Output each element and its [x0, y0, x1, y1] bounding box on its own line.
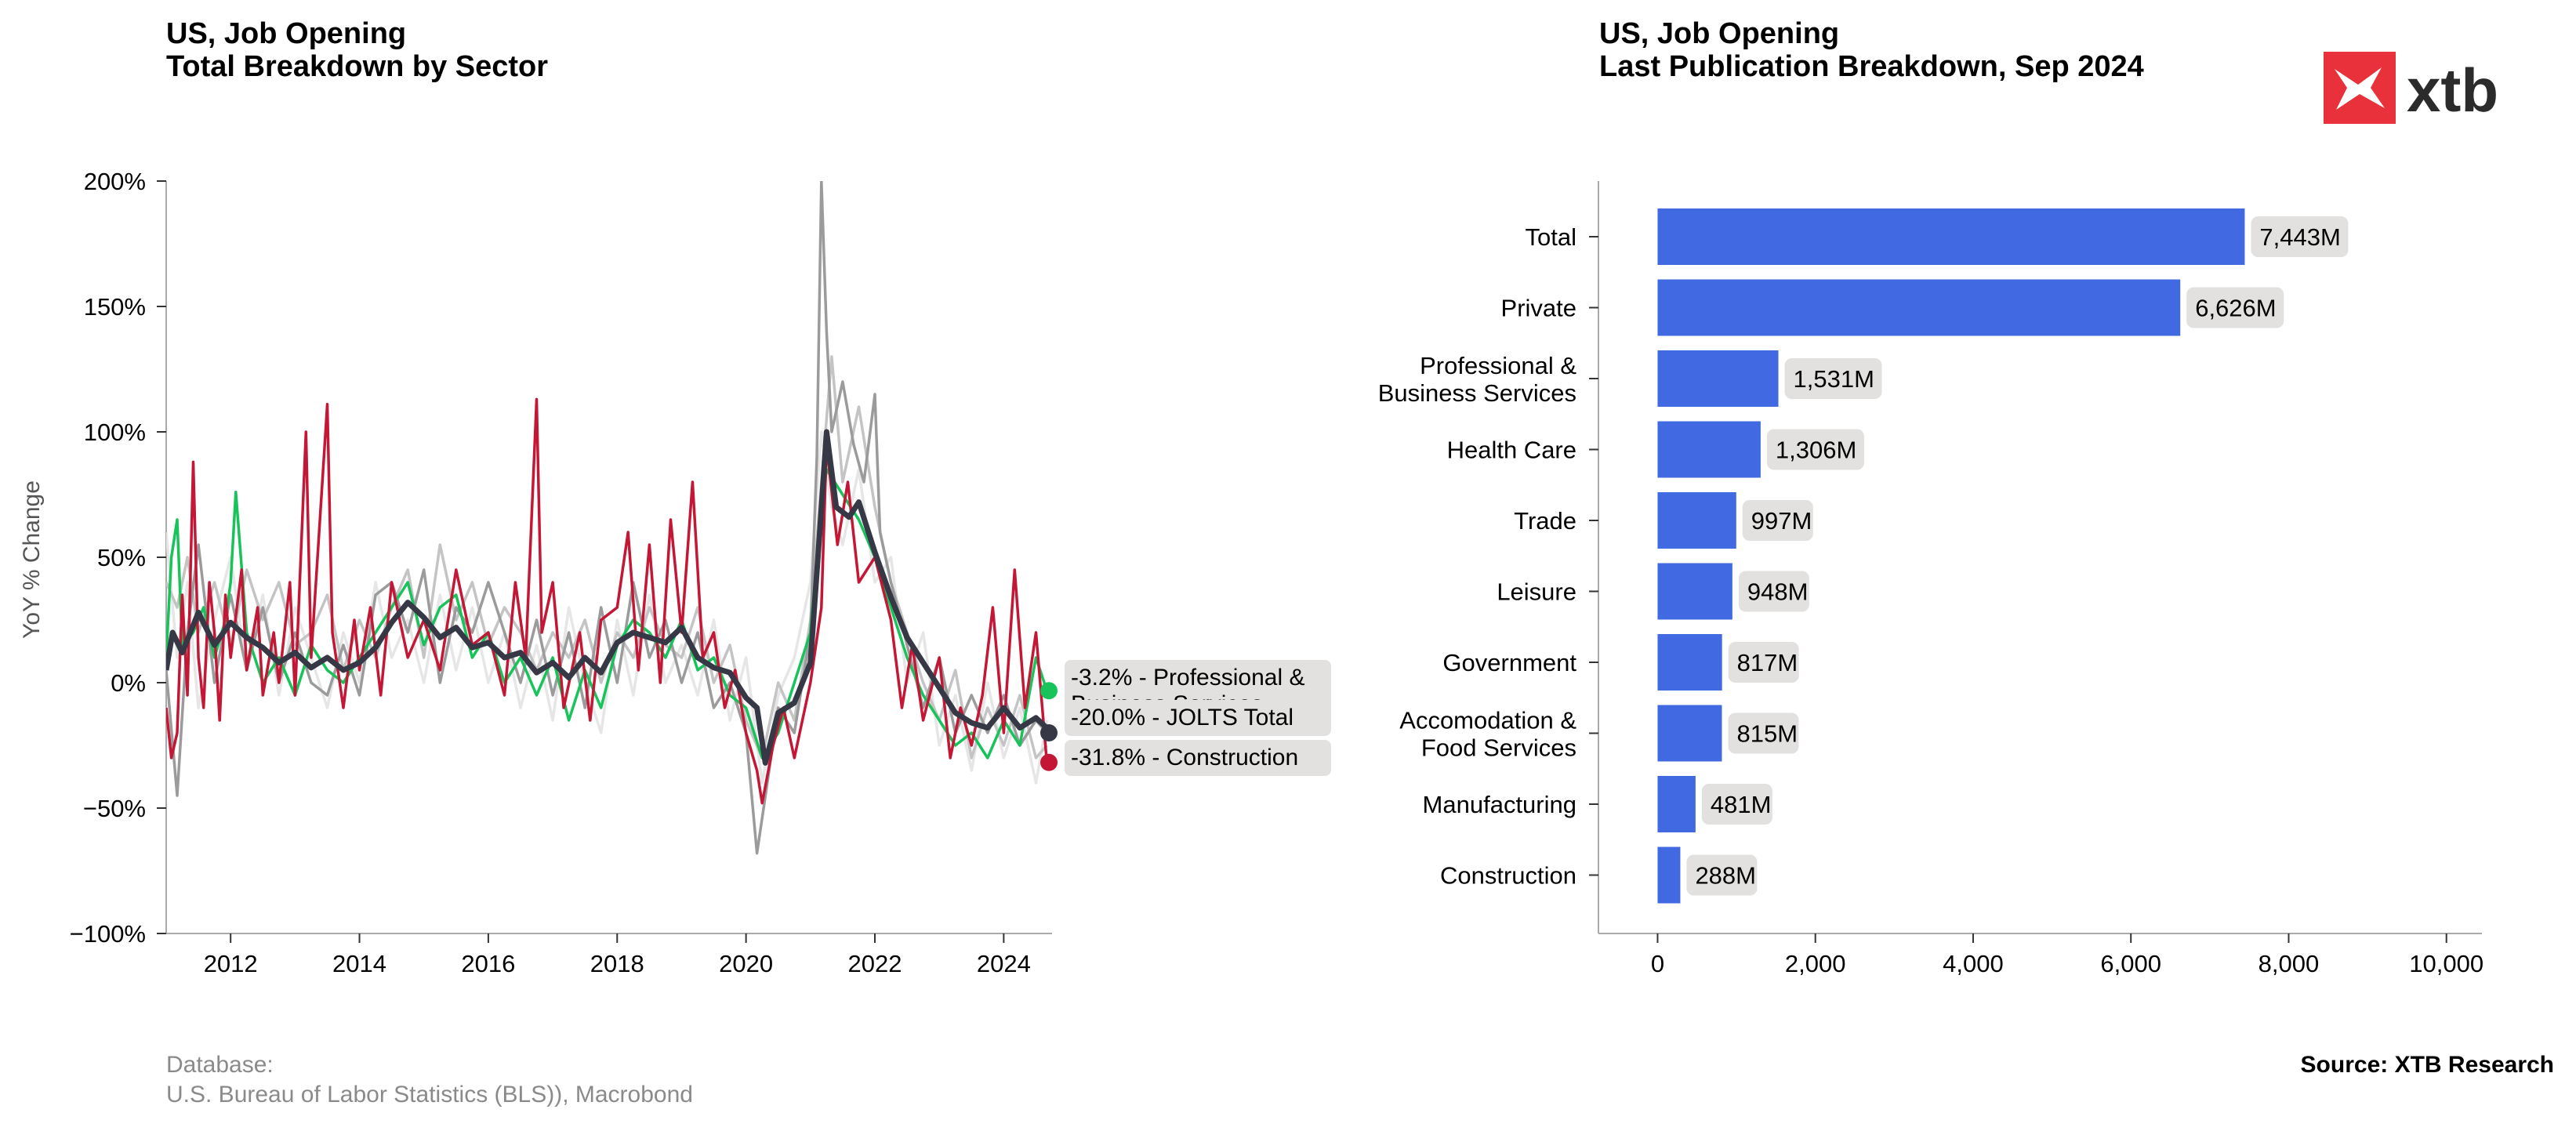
footer-database: Database: U.S. Bureau of Labor Statistic… [166, 1050, 693, 1110]
series-construction-line [166, 397, 1049, 805]
bar-chart-axes: 0 2,000 4,000 6,000 8,000 10,000 Total Private P… [1378, 181, 2483, 977]
x-tick-label: 2014 [332, 950, 386, 977]
category-label: Construction [1440, 862, 1576, 890]
x-tick-label: 2022 [848, 950, 902, 977]
bar-chart: 0 2,000 4,000 6,000 8,000 10,000 Total Private P… [1378, 181, 2483, 977]
database-source: U.S. Bureau of Labor Statistics (BLS)), … [166, 1082, 693, 1107]
category-label: Government [1442, 649, 1576, 676]
bar [1657, 279, 2181, 336]
x-tick-label: 0 [1651, 950, 1664, 977]
bar-value-label: 948M [1747, 578, 1809, 606]
end-label-text: -31.8% - Construction [1071, 745, 1298, 770]
bar-value-box [1766, 429, 1864, 470]
bar-value-box [1738, 571, 1809, 612]
category-label: Trade [1514, 507, 1576, 535]
bar [1657, 421, 1761, 478]
x-tick-label: 10,000 [2409, 950, 2483, 977]
end-dot [1040, 753, 1058, 771]
end-dot [1040, 682, 1058, 700]
y-tick-label: 50% [97, 544, 146, 571]
category-label: Business Services [1378, 379, 1576, 407]
source-credit: Source: XTB Research [2300, 1052, 2554, 1078]
category-label: Total [1526, 223, 1576, 251]
bar-value-box [1686, 854, 1758, 896]
bar-value-label: 6,626M [2195, 295, 2276, 322]
bar [1657, 492, 1736, 549]
bar-value-box [1784, 358, 1882, 399]
x-tick-label: 2020 [719, 950, 773, 977]
bar-value-box [2186, 287, 2284, 328]
left-title-line2: Total Breakdown by Sector [166, 50, 549, 83]
x-tick-label: 8,000 [2259, 950, 2320, 977]
bar [1657, 350, 1779, 407]
bar [1657, 208, 2245, 265]
y-tick-label: −50% [83, 795, 146, 822]
database-label: Database: [166, 1052, 274, 1078]
bar [1657, 634, 1722, 691]
bar-value-label: 288M [1695, 862, 1756, 890]
line-chart: 200% 150% 100% 50% 0% −50% −100% 2012 2014 2016 20… [19, 168, 1331, 977]
end-label-text: -3.2% - Professional & [1071, 665, 1304, 691]
x-tick-label: 2024 [977, 950, 1031, 977]
x-tick-label: 6,000 [2100, 950, 2161, 977]
series-jolts-total-line [166, 429, 1054, 766]
line-chart-axes: 200% 150% 100% 50% 0% −50% −100% 2012 2014 2016 20… [70, 168, 1052, 977]
right-chart-title: US, Job Opening Last Publication Breakdo… [1599, 17, 2144, 83]
bar [1657, 563, 1732, 620]
bar-chart-bars: 7,443M 6,626M 1,531M 1,306M 997M 948M 817M 815M… [1657, 208, 2349, 904]
category-label: Health Care [1447, 437, 1576, 464]
bar-value-box [1701, 784, 1772, 825]
bar-value-label: 997M [1751, 507, 1812, 535]
x-tick-label: 2018 [590, 950, 644, 977]
bar-value-box [1728, 712, 1799, 754]
category-label: Food Services [1421, 734, 1576, 762]
right-title-line2: Last Publication Breakdown, Sep 2024 [1599, 50, 2144, 83]
x-tick-label: 4,000 [1943, 950, 2004, 977]
category-label: Accomodation & [1399, 707, 1576, 734]
bar [1657, 776, 1696, 832]
end-label-box [1065, 740, 1331, 776]
category-label: Professional & [1420, 352, 1576, 379]
y-tick-label: 150% [84, 293, 146, 321]
bar-value-box [1728, 642, 1799, 683]
y-tick-label: 200% [84, 168, 146, 195]
left-chart-title: US, Job Opening Total Breakdown by Secto… [166, 17, 548, 83]
end-label-text: -20.0% - JOLTS Total [1071, 705, 1293, 730]
y-axis-label: YoY % Change [19, 480, 45, 639]
bar-value-label: 1,531M [1794, 365, 1874, 393]
bar-value-box [1742, 500, 1813, 541]
right-title-line1: US, Job Opening [1599, 17, 1840, 50]
category-label: Manufacturing [1423, 791, 1576, 818]
xtb-logo-text: xtb [2407, 56, 2498, 125]
bar-value-label: 1,306M [1776, 437, 1856, 464]
line-chart-series [166, 181, 1054, 855]
xtb-logo: xtb [2324, 52, 2498, 125]
bar-value-label: 815M [1736, 720, 1798, 748]
x-tick-label: 2016 [461, 950, 515, 977]
bar-value-box [2251, 216, 2349, 257]
end-label-box [1065, 700, 1331, 736]
series-other-line [166, 181, 1048, 855]
line-chart-end-labels: -3.2% - Professional &Business Services-… [1040, 660, 1331, 776]
bar [1657, 705, 1722, 762]
bar [1657, 846, 1681, 904]
x-tick-label: 2012 [204, 950, 258, 977]
category-label: Leisure [1497, 578, 1576, 606]
bar-value-label: 7,443M [2259, 223, 2340, 251]
y-tick-label: −100% [70, 920, 146, 948]
y-tick-label: 100% [84, 419, 146, 446]
left-title-line1: US, Job Opening [166, 17, 407, 50]
x-tick-label: 2,000 [1785, 950, 1846, 977]
end-dot [1040, 724, 1058, 741]
y-tick-label: 0% [111, 669, 146, 697]
category-label: Private [1501, 295, 1576, 322]
bar-value-label: 817M [1737, 649, 1798, 676]
bar-value-label: 481M [1711, 791, 1772, 818]
